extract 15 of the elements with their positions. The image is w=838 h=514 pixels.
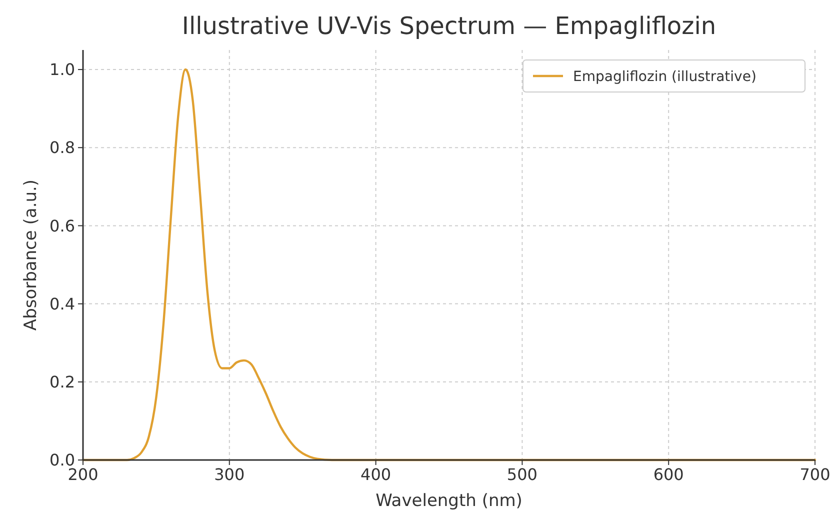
chart-title: Illustrative UV-Vis Spectrum — Empagliflozin: [182, 12, 716, 40]
y-tick-label: 1.0: [50, 60, 75, 80]
x-tick-label: 600: [653, 465, 684, 484]
y-tick-label: 0.2: [50, 372, 75, 392]
x-tick-label: 500: [506, 465, 538, 484]
y-tick-label: 0.6: [50, 216, 75, 236]
legend-label: Empagliflozin (illustrative): [573, 68, 756, 85]
y-tick-label: 0.4: [50, 294, 75, 314]
x-tick-label: 400: [360, 465, 392, 484]
y-tick-label: 0.8: [50, 138, 75, 158]
x-tick-label: 300: [214, 465, 245, 484]
x-axis-title: Wavelength (nm): [376, 491, 522, 511]
x-tick-label: 200: [68, 465, 98, 484]
y-axis-title: Absorbance (a.u.): [21, 179, 41, 331]
x-tick-label: 700: [800, 465, 830, 484]
